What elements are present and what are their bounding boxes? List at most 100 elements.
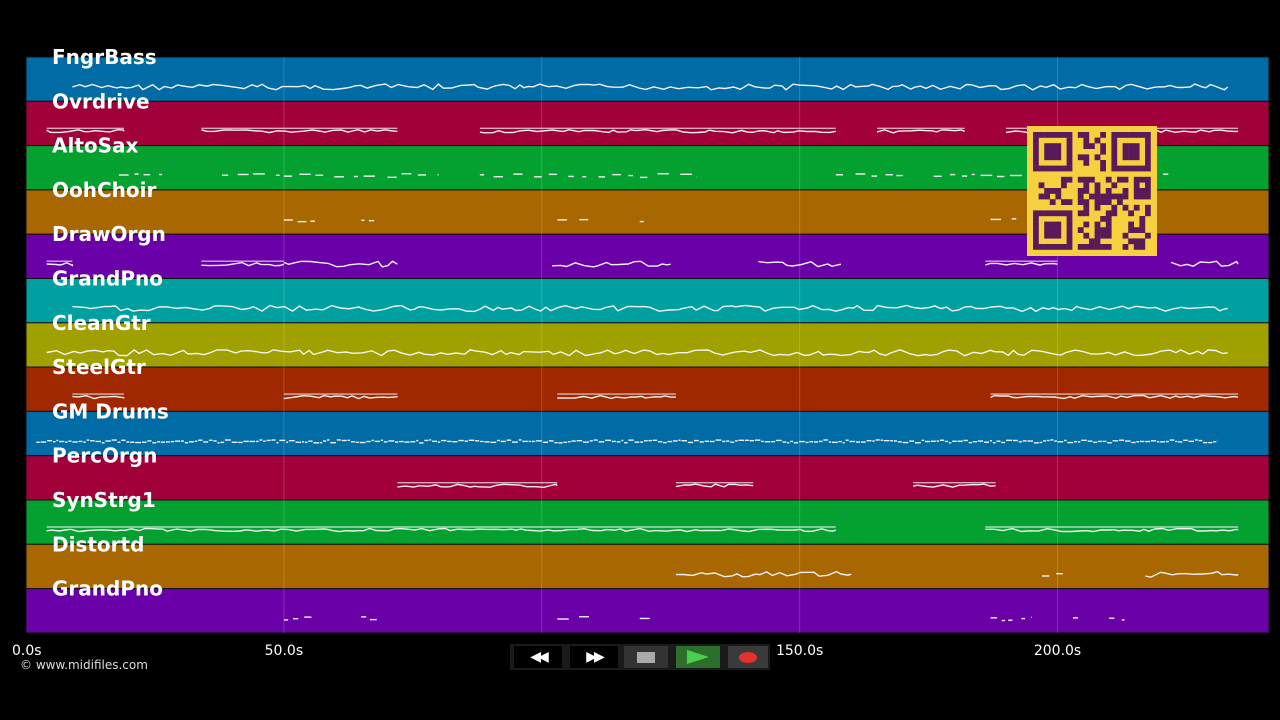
play-button[interactable] (676, 646, 720, 668)
qr-module (1038, 165, 1045, 172)
qr-module (1105, 232, 1112, 239)
qr-module (1066, 154, 1073, 161)
qr-module (1044, 132, 1050, 138)
note-line (72, 394, 125, 400)
rewind-button[interactable]: ◀◀ (514, 646, 562, 668)
qr-module (1061, 199, 1067, 205)
fast-forward-button[interactable]: ▶▶ (570, 646, 618, 668)
track-label: GrandPno (52, 577, 163, 601)
qr-module (1139, 188, 1146, 194)
note-segment (1170, 260, 1239, 267)
qr-module (1122, 154, 1129, 161)
qr-module (1100, 199, 1106, 205)
qr-module (1077, 188, 1084, 194)
qr-module (1049, 132, 1056, 138)
qr-module (1049, 221, 1056, 228)
note-segment (1145, 570, 1239, 578)
qr-module (1111, 154, 1118, 161)
track-label: DrawOrgn (52, 222, 166, 246)
qr-module (1128, 210, 1134, 217)
qr-module (1033, 221, 1039, 228)
track-lane (25, 278, 1270, 324)
qr-module (1100, 193, 1106, 200)
qr-module (1105, 176, 1112, 183)
qr-module (1145, 143, 1151, 149)
qr-module (1061, 182, 1067, 189)
note-line (46, 349, 1228, 357)
qr-module (1061, 244, 1067, 250)
note-segment (675, 570, 852, 578)
stop-button[interactable] (624, 646, 668, 668)
qr-module (1049, 188, 1056, 194)
note-segment (201, 260, 285, 267)
note-line (201, 261, 285, 267)
qr-module (1145, 137, 1151, 144)
note-line (201, 128, 398, 134)
qr-module (1044, 188, 1050, 194)
qr-module (1111, 137, 1118, 144)
qr-module (1066, 137, 1073, 144)
note-segment (72, 304, 1228, 313)
track-label: GM Drums (52, 399, 169, 423)
qr-module (1044, 227, 1050, 233)
qr-module (1117, 199, 1123, 205)
note-line (876, 129, 965, 134)
qr-module (1105, 227, 1112, 233)
note-segment (283, 393, 399, 400)
qr-module (1033, 143, 1039, 149)
qr-module (1089, 193, 1095, 200)
credit-text: © www.midifiles.com (20, 658, 148, 672)
qr-module (1055, 143, 1062, 149)
note-segment (990, 393, 1239, 400)
note-segment (985, 260, 1058, 266)
qr-module (1133, 244, 1140, 250)
qr-module (1145, 154, 1151, 161)
qr-module (1145, 132, 1151, 138)
qr-module (1122, 204, 1129, 211)
qr-module (1145, 148, 1151, 155)
note-segment (479, 173, 697, 179)
qr-module (1044, 165, 1050, 172)
qr-code-icon[interactable] (1027, 126, 1157, 256)
qr-module (1145, 210, 1151, 217)
note-line (283, 260, 398, 268)
qr-module (1033, 238, 1039, 245)
qr-module (1083, 244, 1090, 250)
qr-module (1122, 132, 1129, 138)
qr-module (1033, 160, 1039, 166)
record-button[interactable] (728, 646, 768, 668)
qr-module (1145, 188, 1151, 194)
note-segment (221, 172, 439, 179)
track-label: GrandPno (52, 267, 163, 291)
note-line (1145, 570, 1239, 578)
qr-module (1105, 216, 1112, 222)
qr-module (1077, 244, 1084, 250)
track-label: CleanGtr (52, 311, 151, 335)
qr-module (1122, 165, 1129, 172)
qr-module (1139, 216, 1146, 222)
qr-module (1145, 182, 1151, 189)
qr-module (1089, 244, 1095, 250)
qr-module (1033, 148, 1039, 155)
qr-module (1055, 193, 1062, 200)
track-label: SteelGtr (52, 355, 146, 379)
qr-module (1145, 176, 1151, 183)
track-lane (25, 56, 1270, 102)
note-line (675, 483, 754, 488)
note-segment (912, 482, 996, 488)
qr-module (1145, 165, 1151, 172)
qr-module (1122, 176, 1129, 183)
qr-module (1077, 199, 1084, 205)
qr-module (1055, 154, 1062, 161)
tick-label: 0.0s (12, 643, 42, 659)
qr-module (1122, 244, 1129, 250)
qr-module (1066, 232, 1073, 239)
qr-module (1089, 176, 1095, 183)
qr-module (1133, 165, 1140, 172)
note-segment (479, 127, 836, 134)
track-label: PercOrgn (52, 444, 157, 468)
note-line (283, 394, 399, 400)
qr-module (1122, 193, 1129, 200)
note-segment (283, 219, 315, 223)
qr-module (1100, 227, 1106, 233)
